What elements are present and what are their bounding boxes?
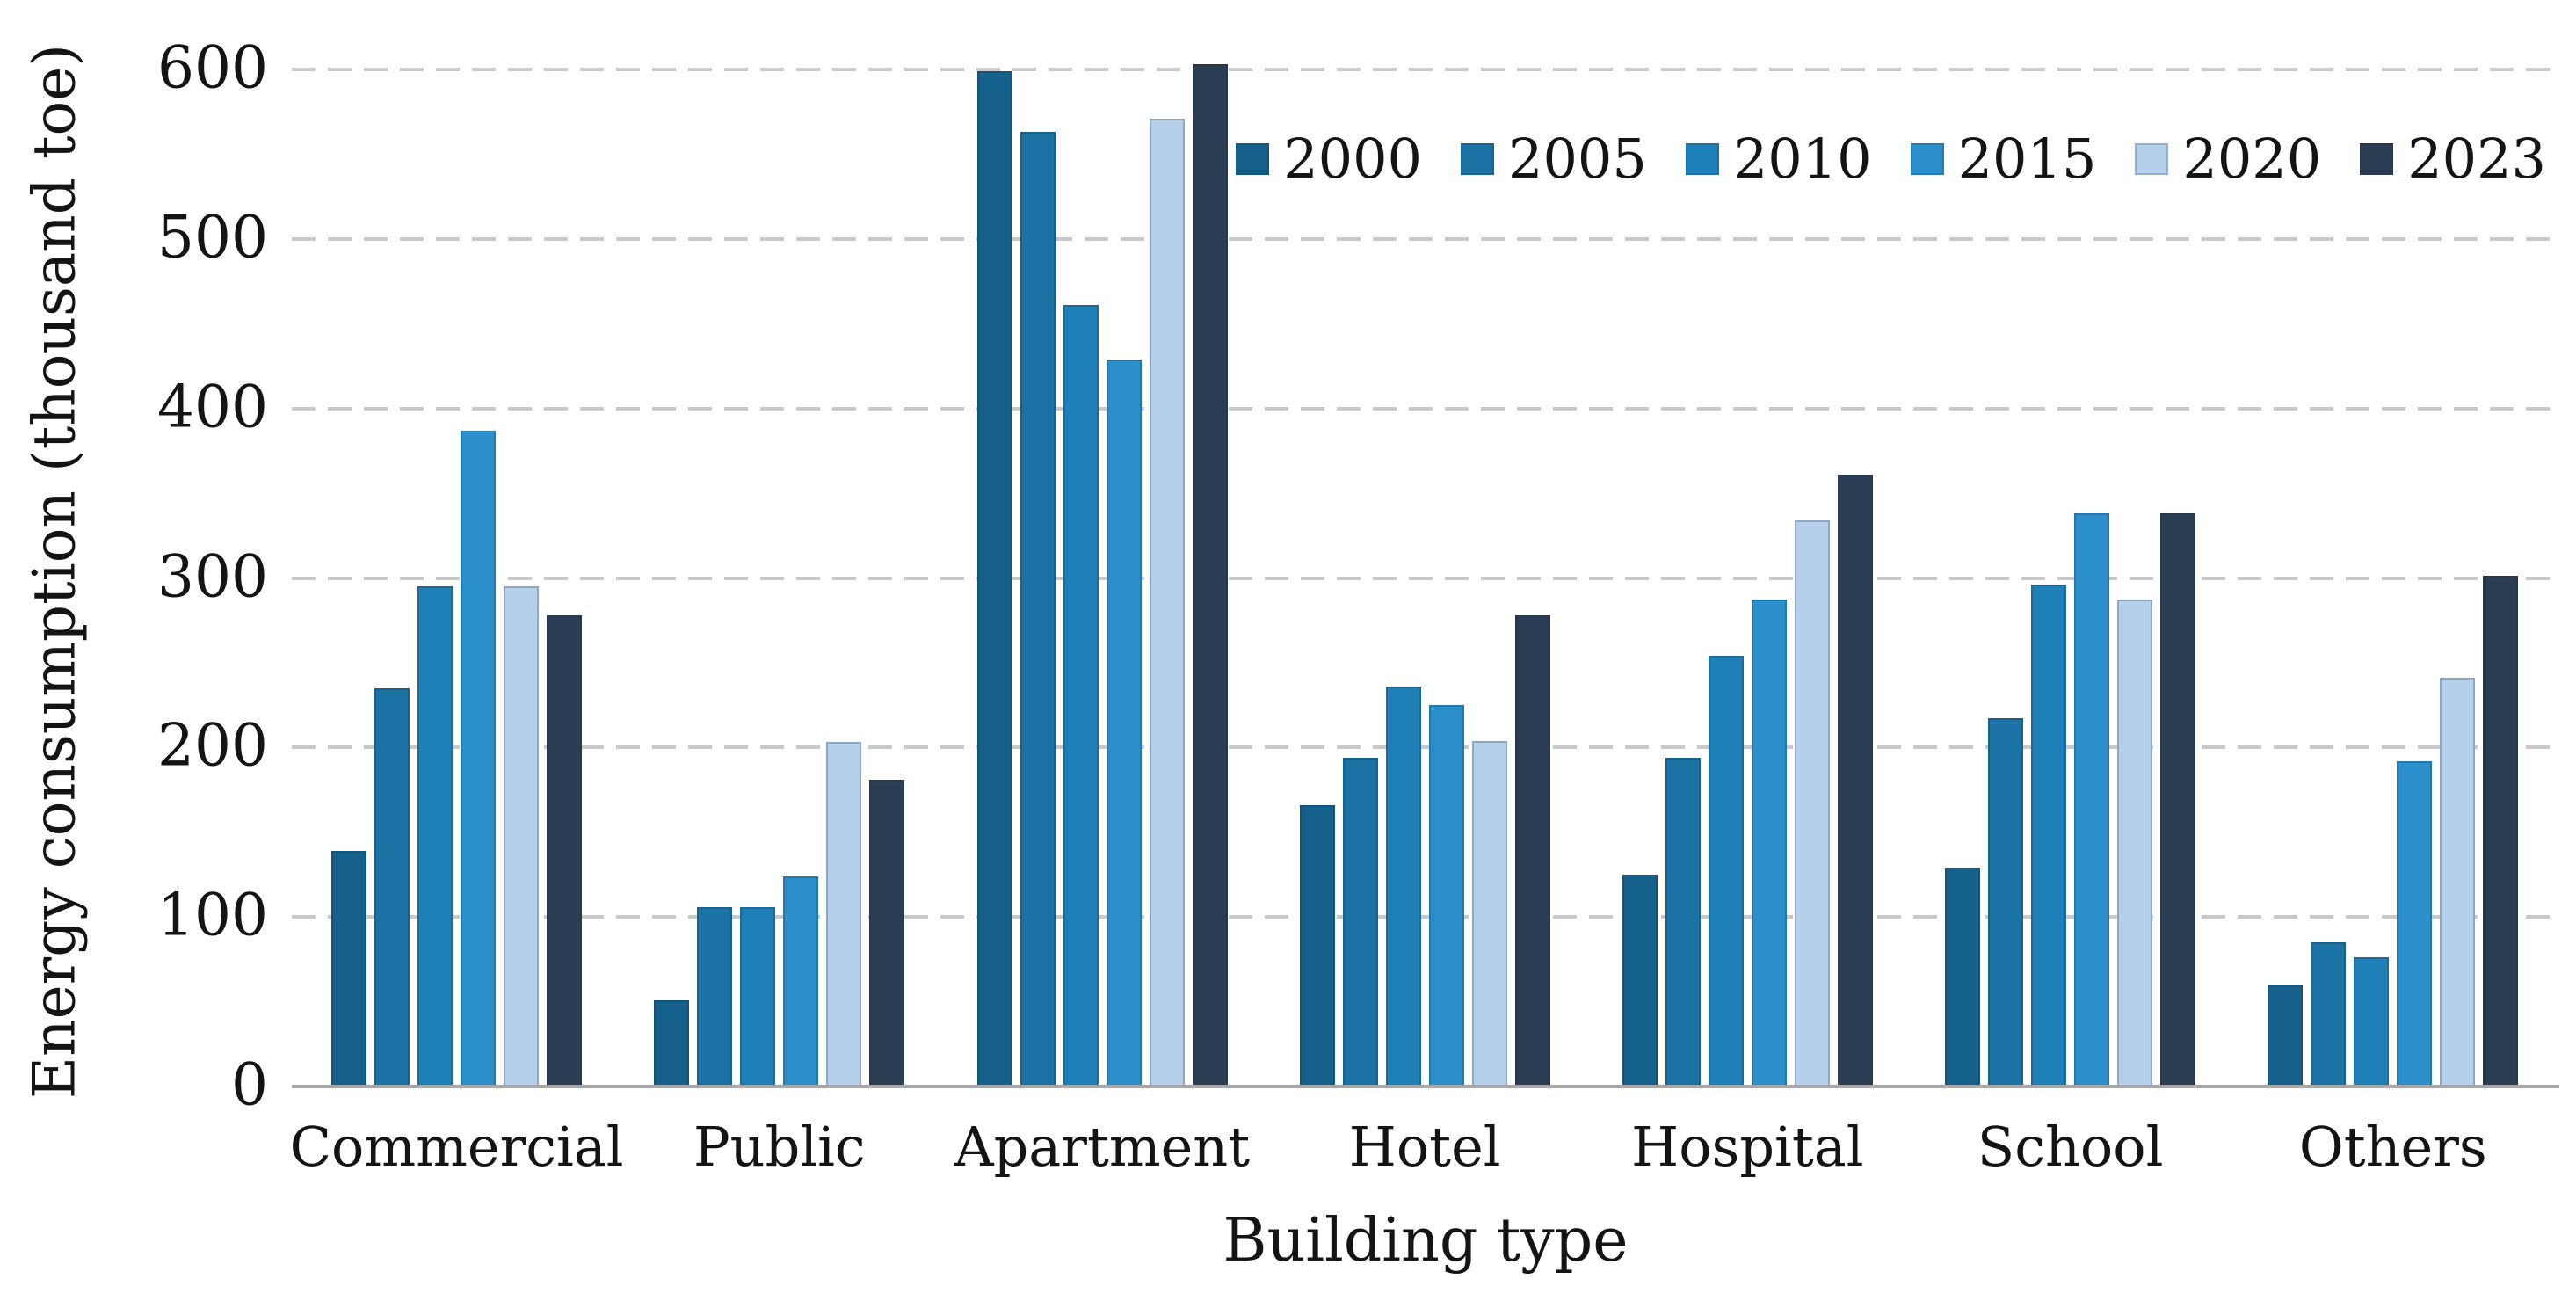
legend-item-2015: 2015	[1910, 127, 2097, 191]
legend-swatch-2010	[1685, 143, 1719, 175]
bar-hospital-2015	[1751, 600, 1787, 1085]
y-tick-label-100: 100	[157, 881, 268, 949]
legend-item-2000: 2000	[1236, 132, 1422, 186]
bar-school-2005	[1988, 718, 2024, 1085]
gridline-200	[292, 745, 2559, 750]
bar-others-2010	[2354, 957, 2390, 1085]
bar-commercial-2015	[461, 431, 497, 1085]
bar-public-2023	[869, 780, 905, 1085]
bar-hospital-2000	[1622, 875, 1658, 1085]
bar-others-2023	[2483, 576, 2519, 1085]
bar-apartment-2023	[1192, 64, 1228, 1085]
legend-item-2020: 2020	[2135, 132, 2321, 186]
gridline-500	[292, 236, 2559, 241]
bar-public-2015	[783, 876, 819, 1085]
legend-item-2023: 2023	[2360, 132, 2546, 186]
x-axis-title: Building type	[1223, 1206, 1629, 1276]
y-tick-label-400: 400	[157, 373, 268, 441]
x-category-label-commercial: Commercial	[289, 1115, 624, 1179]
bar-school-2000	[1945, 868, 1981, 1085]
bar-public-2010	[740, 907, 776, 1085]
x-category-label-apartment: Apartment	[954, 1115, 1251, 1179]
x-category-label-hospital: Hospital	[1631, 1115, 1864, 1179]
bar-hotel-2005	[1342, 758, 1378, 1085]
legend-swatch-2000	[1236, 143, 1270, 175]
x-category-label-public: Public	[693, 1115, 866, 1179]
bar-apartment-2015	[1106, 360, 1142, 1085]
bar-others-2000	[2268, 985, 2304, 1085]
bar-apartment-2020	[1149, 119, 1185, 1085]
bar-hospital-2005	[1665, 758, 1701, 1085]
y-tick-label-0: 0	[231, 1050, 268, 1119]
legend-swatch-2023	[2360, 143, 2394, 175]
bar-group-public	[654, 43, 905, 1085]
gridline-600	[292, 68, 2559, 71]
bar-hotel-2020	[1471, 741, 1507, 1085]
y-tick-label-500: 500	[157, 203, 268, 272]
bar-hotel-2023	[1514, 615, 1550, 1085]
gridline-100	[292, 915, 2559, 919]
bar-commercial-2023	[547, 615, 583, 1085]
bar-group-hospital	[1622, 43, 1873, 1085]
bar-school-2010	[2031, 585, 2067, 1085]
bar-hotel-2015	[1428, 705, 1464, 1085]
bar-public-2005	[697, 907, 733, 1085]
bar-others-2005	[2311, 942, 2347, 1085]
bar-school-2020	[2117, 600, 2153, 1085]
bar-commercial-2010	[417, 586, 454, 1085]
bar-public-2000	[654, 1000, 690, 1085]
bar-hotel-2010	[1385, 687, 1421, 1085]
bar-group-others	[2268, 43, 2519, 1085]
y-tick-label-300: 300	[157, 542, 268, 611]
bar-public-2020	[826, 742, 862, 1085]
y-tick-label-200: 200	[157, 712, 268, 781]
bar-commercial-2000	[331, 851, 367, 1085]
bar-others-2015	[2397, 761, 2433, 1085]
gridline-300	[292, 576, 2559, 580]
bar-apartment-2000	[976, 71, 1012, 1085]
y-tick-label-600: 600	[157, 33, 268, 102]
x-category-label-others: Others	[2298, 1115, 2487, 1179]
bar-group-apartment	[976, 43, 1228, 1085]
bar-apartment-2005	[1020, 132, 1056, 1085]
bar-group-commercial	[331, 43, 583, 1085]
bar-school-2015	[2074, 513, 2110, 1085]
bar-hospital-2020	[1794, 520, 1830, 1085]
legend-swatch-2005	[1461, 143, 1495, 175]
bar-school-2023	[2160, 513, 2196, 1085]
bar-group-school	[1945, 43, 2196, 1085]
bar-commercial-2005	[374, 688, 410, 1085]
x-category-label-school: School	[1977, 1115, 2164, 1179]
legend-label-2000: 2000	[1283, 127, 1423, 191]
x-axis-line	[292, 1085, 2559, 1088]
legend-item-2005: 2005	[1461, 132, 1647, 186]
legend-label-2023: 2023	[2407, 127, 2546, 191]
legend-swatch-2015	[1910, 143, 1944, 175]
bar-commercial-2020	[504, 586, 540, 1085]
bar-apartment-2010	[1063, 305, 1099, 1085]
legend-item-2010: 2010	[1685, 127, 1872, 191]
bar-hospital-2023	[1837, 475, 1873, 1085]
legend-label-2005: 2005	[1508, 127, 1647, 191]
gridline-400	[292, 406, 2559, 411]
bar-hospital-2010	[1708, 656, 1744, 1085]
bar-others-2020	[2440, 678, 2476, 1085]
legend: 2000 2005 2010 2015 2020 2023	[1236, 132, 2546, 186]
legend-label-2010: 2010	[1732, 127, 1872, 191]
bar-hotel-2000	[1299, 805, 1335, 1085]
bar-group-hotel	[1299, 43, 1550, 1085]
legend-label-2020: 2020	[2182, 127, 2322, 191]
legend-swatch-2020	[2135, 143, 2169, 175]
x-category-label-hotel: Hotel	[1348, 1115, 1501, 1179]
legend-label-2015: 2015	[1957, 127, 2097, 191]
